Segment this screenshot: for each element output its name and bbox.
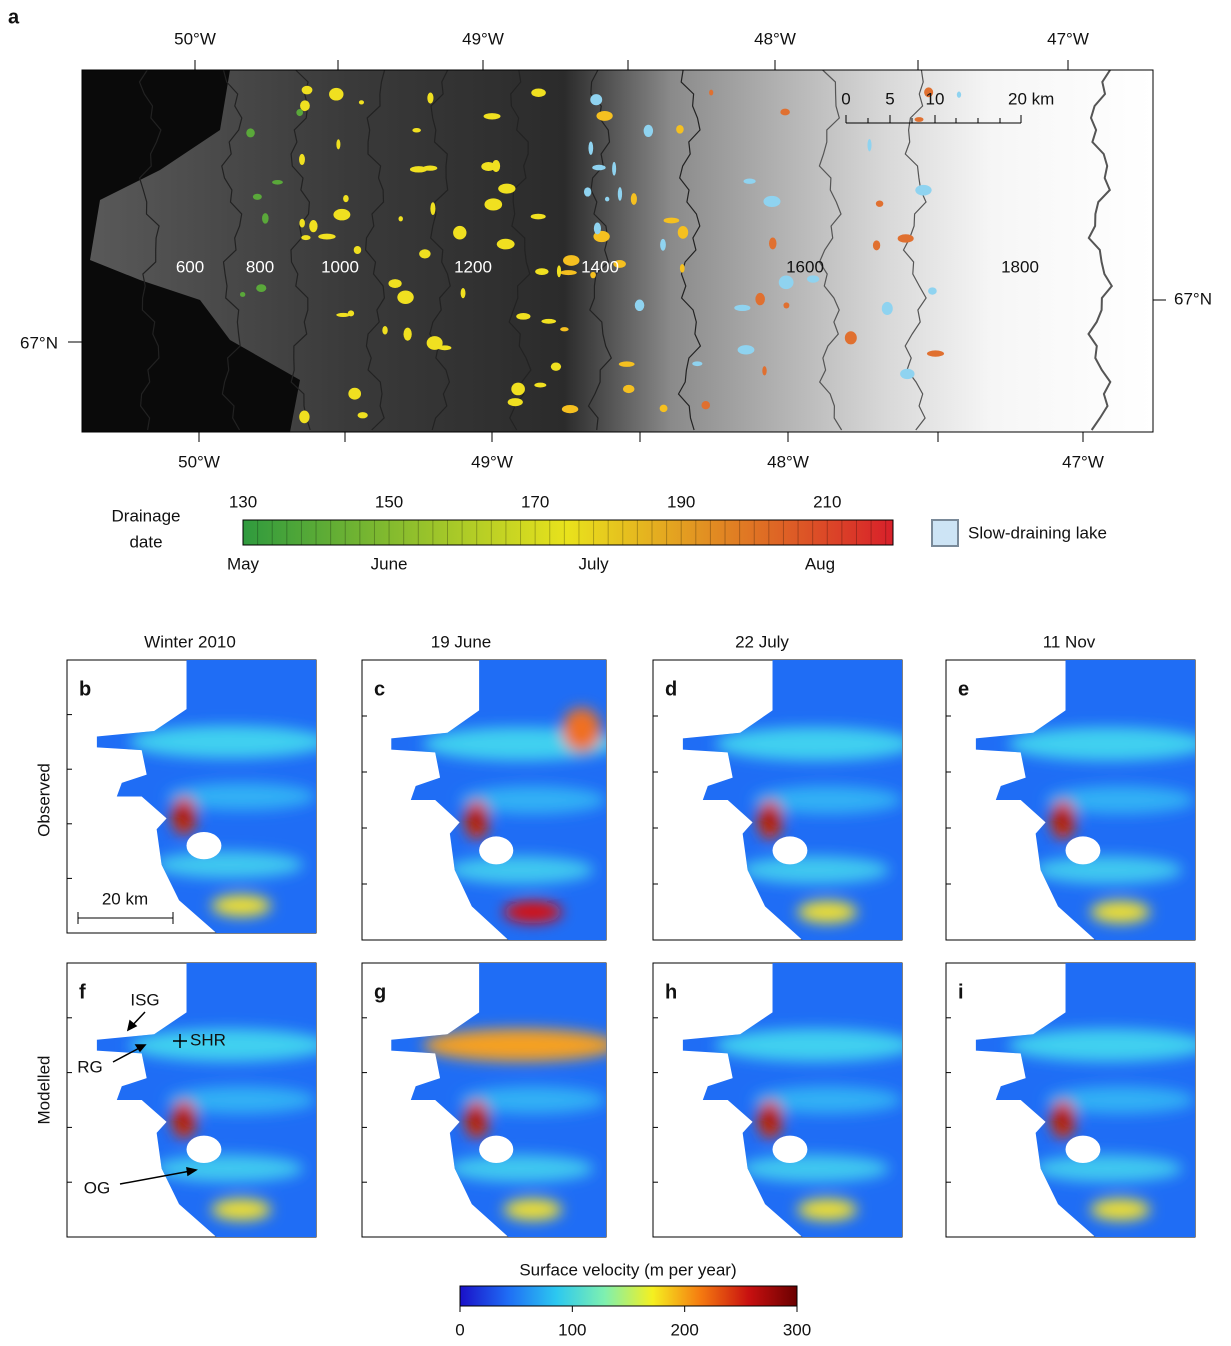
lat-label: 67°N [1174,289,1212,308]
colorbar-tick-label: 0 [455,1320,464,1339]
lon-label: 49°W [471,452,513,471]
panel-label: i [958,981,964,1003]
velocity-map: i [946,963,1207,1237]
colorbar-tick-label: 170 [521,492,549,511]
contour-label: 1400 [581,257,619,276]
lon-label: 48°W [767,452,809,471]
scale-label: 20 km [102,889,148,908]
contour-label: 600 [176,257,204,276]
colorbar-tick-label: 210 [813,492,841,511]
legend-label: Slow-draining lake [968,523,1107,542]
month-label: Aug [805,554,835,573]
colorbar-title: Drainage [112,506,181,525]
lon-label: 50°W [174,29,216,48]
panel-label: f [79,981,86,1003]
contour-label: 1800 [1001,257,1039,276]
annotation: OG [84,1178,110,1197]
contour-label: 800 [246,257,274,276]
panel-label: g [374,981,386,1003]
velocity-map: c [362,660,618,940]
colorbar-tick-label: 190 [667,492,695,511]
panel-label: c [374,678,385,700]
panel-label: b [79,678,91,700]
velocity-map: g [362,963,618,1237]
column-title: 19 June [431,632,492,651]
lon-label: 48°W [754,29,796,48]
row-label: Observed [34,763,53,837]
annotation: SHR [190,1030,226,1049]
panel-label: h [665,981,677,1003]
lon-label: 50°W [178,452,220,471]
contour-label: 1000 [321,257,359,276]
lon-label: 47°W [1047,29,1089,48]
scale-label: 20 km [1008,89,1054,108]
contour-label: 1200 [454,257,492,276]
colorbar-tick-label: 130 [229,492,257,511]
satellite-map [82,70,1153,432]
month-label: July [578,554,609,573]
velocity-map: h [653,963,914,1237]
column-title: Winter 2010 [144,632,236,651]
velocity-map: d [653,660,914,940]
colorbar-title: Surface velocity (m per year) [519,1260,736,1279]
colorbar-tick-label: 200 [670,1320,698,1339]
annotation: ISG [130,990,159,1009]
figure: a 50°W 49°W 48°W 47°W 50°W 49°W 48°W 47°… [0,0,1231,1346]
scale-label: 5 [885,89,894,108]
velocity-map: e [946,660,1207,940]
legend-swatch [932,520,958,546]
scale-label: 0 [841,89,850,108]
row-label: Modelled [34,1056,53,1125]
velocity-colorbar [460,1286,797,1306]
colorbar-title: date [129,532,162,551]
lon-label: 49°W [462,29,504,48]
annotation: RG [77,1057,103,1076]
drainage-colorbar [243,520,893,545]
panel-label: e [958,678,969,700]
colorbar-tick-label: 100 [558,1320,586,1339]
column-title: 11 Nov [1043,632,1096,651]
scale-label: 10 [926,89,945,108]
lon-label: 47°W [1062,452,1104,471]
colorbar-tick-label: 150 [375,492,403,511]
colorbar-tick-label: 300 [783,1320,811,1339]
month-label: May [227,554,260,573]
month-label: June [371,554,408,573]
panel-label: d [665,678,677,700]
lat-label: 67°N [20,333,58,352]
panel-label: a [8,6,20,28]
contour-label: 1600 [786,257,824,276]
column-title: 22 July [735,632,789,651]
